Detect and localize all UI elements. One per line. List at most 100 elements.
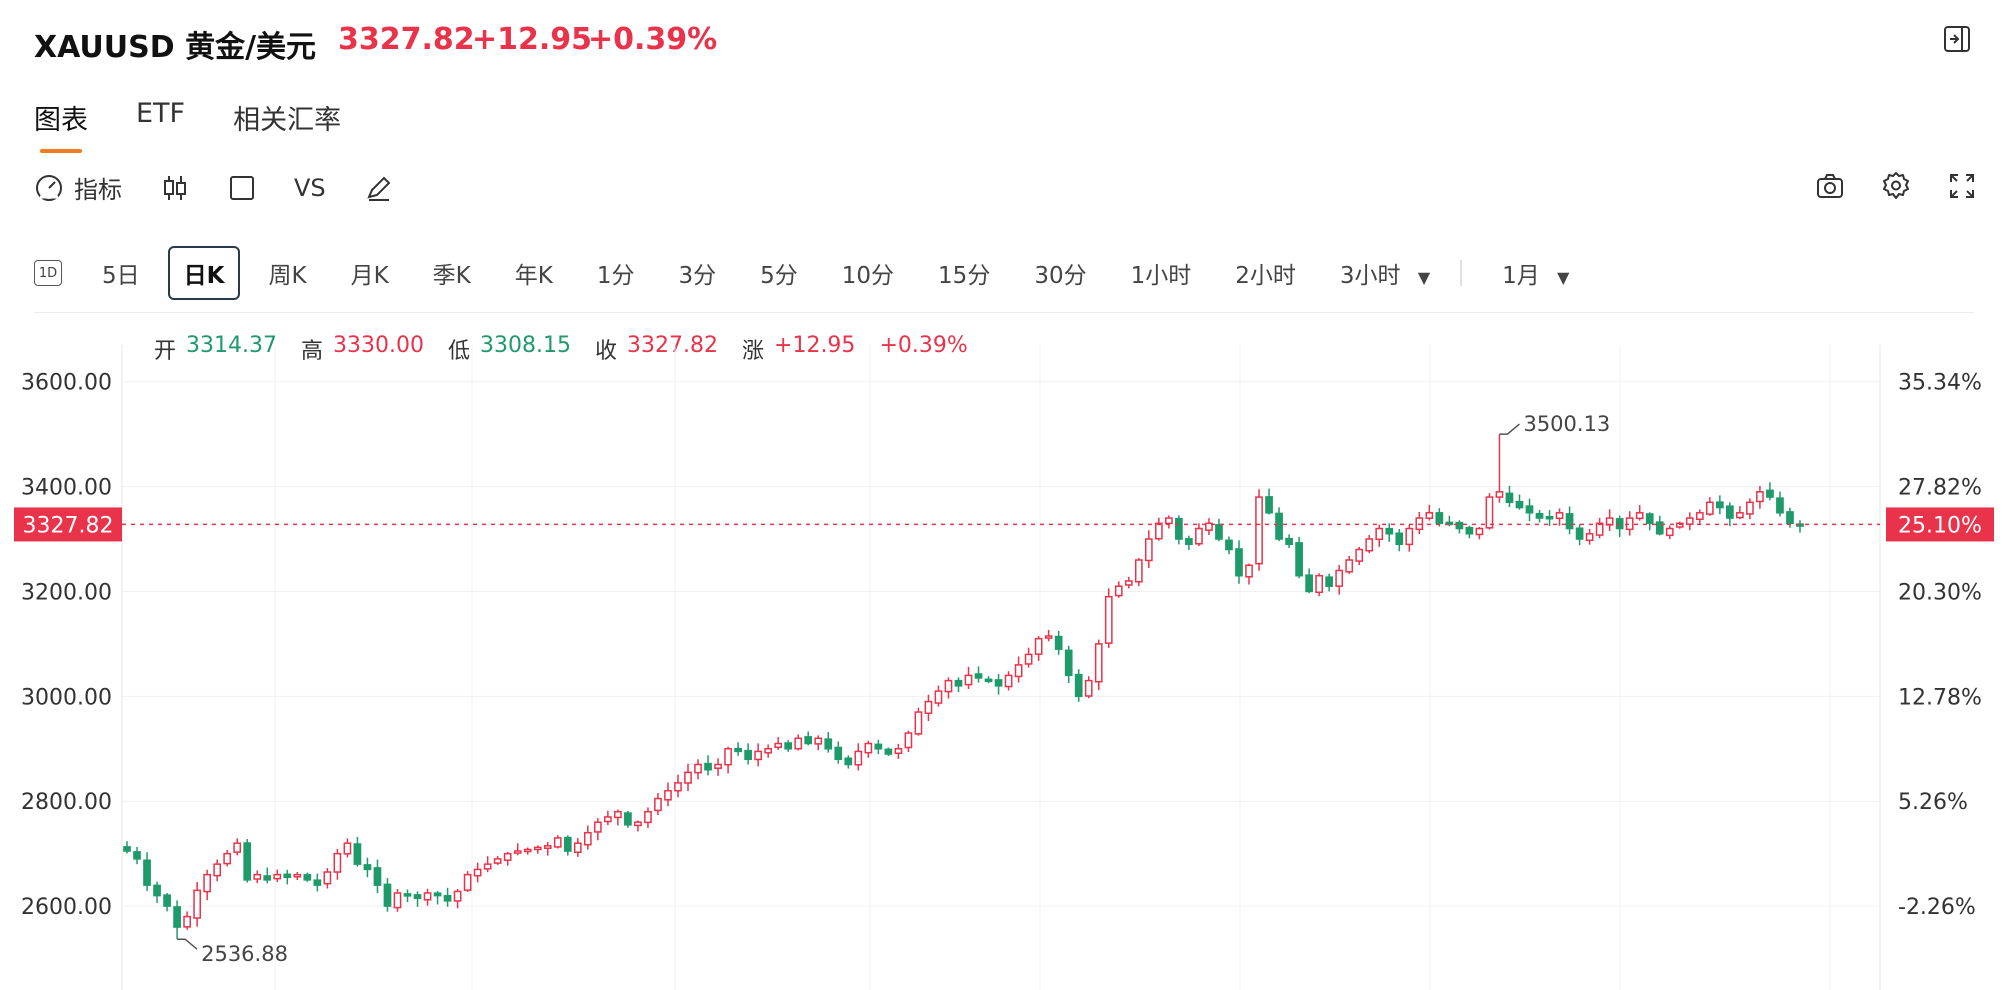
candle bbox=[1776, 497, 1784, 514]
min-leader-line bbox=[177, 938, 198, 950]
candle bbox=[1715, 501, 1724, 509]
period-monthly[interactable]: 月K bbox=[350, 263, 389, 289]
candle bbox=[784, 742, 793, 750]
candle bbox=[864, 742, 873, 754]
candle bbox=[1685, 517, 1694, 525]
period-15min[interactable]: 15分 bbox=[938, 263, 991, 289]
period-5d[interactable]: 5日 bbox=[102, 263, 140, 289]
collapse-panel-button[interactable] bbox=[1942, 24, 1972, 54]
candle bbox=[213, 863, 222, 877]
candle bbox=[263, 875, 272, 881]
candle bbox=[583, 831, 592, 846]
candle bbox=[1154, 522, 1163, 540]
candle bbox=[684, 771, 692, 784]
candle bbox=[573, 842, 582, 854]
period-10min[interactable]: 10分 bbox=[841, 263, 895, 289]
candle bbox=[1525, 505, 1534, 514]
candle bbox=[1385, 527, 1394, 535]
candle bbox=[1325, 576, 1334, 587]
candle bbox=[1786, 511, 1794, 525]
candle bbox=[353, 843, 362, 865]
candle bbox=[1245, 564, 1253, 578]
candle bbox=[1185, 538, 1193, 546]
collapse-panel-icon bbox=[1944, 26, 1970, 52]
current-pct-badge bbox=[1886, 507, 1994, 542]
compare-button[interactable]: VS bbox=[294, 173, 326, 202]
low-label: 低 bbox=[448, 339, 471, 364]
draw-button[interactable] bbox=[364, 173, 394, 203]
intraday-1d-button[interactable]: 1D bbox=[34, 260, 62, 286]
range-dropdown[interactable]: 1月 ▼ bbox=[1502, 248, 1569, 298]
candlestick-chart[interactable]: 3600.00 35.34% 3400.00 27.82% 3200.00 20.30% 3… bbox=[0, 340, 2002, 990]
period-3min[interactable]: 3分 bbox=[678, 263, 717, 289]
candle bbox=[273, 873, 282, 880]
candle bbox=[1134, 559, 1143, 583]
candle bbox=[1515, 500, 1524, 509]
close-label: 收 bbox=[595, 339, 618, 364]
candle bbox=[1175, 517, 1183, 540]
candle bbox=[363, 864, 372, 871]
y-axis-right-tick: 12.78% bbox=[1898, 685, 1982, 710]
candle bbox=[994, 679, 1003, 687]
candle bbox=[373, 867, 382, 886]
close-value: 3327.82 bbox=[627, 333, 718, 358]
candle bbox=[794, 737, 803, 750]
candle bbox=[593, 821, 602, 833]
candle bbox=[1405, 527, 1414, 546]
candle bbox=[1215, 524, 1223, 540]
candle bbox=[764, 748, 773, 754]
fullscreen-button[interactable] bbox=[1946, 170, 1978, 202]
current-price-badge-label: 3327.82 bbox=[23, 513, 114, 538]
candle bbox=[1595, 522, 1604, 536]
change-value: +12.95 bbox=[774, 333, 856, 358]
square-icon bbox=[230, 175, 254, 200]
chart-type-button[interactable] bbox=[160, 173, 190, 203]
period-1min[interactable]: 1分 bbox=[596, 263, 635, 289]
candle bbox=[894, 748, 903, 755]
change-label: 涨 bbox=[742, 339, 765, 364]
period-3h-dropdown[interactable]: 3小时 ▼ bbox=[1340, 248, 1430, 298]
screenshot-button[interactable] bbox=[1814, 170, 1846, 202]
period-5min[interactable]: 5分 bbox=[760, 263, 798, 289]
candle bbox=[634, 821, 642, 827]
candle bbox=[1445, 521, 1454, 526]
price-change-pct: +0.39% bbox=[588, 22, 718, 57]
candle bbox=[974, 673, 983, 679]
candle bbox=[1756, 491, 1764, 503]
candle bbox=[1535, 512, 1544, 519]
candle bbox=[303, 874, 312, 881]
candle bbox=[1766, 489, 1774, 498]
candle bbox=[313, 879, 322, 886]
candle bbox=[1205, 522, 1213, 531]
period-quarterly[interactable]: 季K bbox=[432, 263, 471, 289]
candle bbox=[614, 810, 622, 819]
candle bbox=[543, 845, 552, 849]
candle bbox=[1575, 527, 1584, 540]
candle bbox=[1425, 512, 1434, 519]
tab-chart[interactable]: 图表 bbox=[34, 98, 88, 153]
candle bbox=[423, 892, 432, 901]
period-weekly[interactable]: 周K bbox=[268, 263, 307, 289]
period-daily[interactable]: 日K bbox=[167, 246, 241, 300]
candle bbox=[383, 883, 392, 907]
divider bbox=[1460, 260, 1463, 286]
period-30min[interactable]: 30分 bbox=[1034, 263, 1087, 289]
candle bbox=[724, 748, 732, 766]
period-2h[interactable]: 2小时 bbox=[1235, 263, 1296, 289]
candle bbox=[1225, 539, 1233, 551]
period-yearly[interactable]: 年K bbox=[514, 263, 553, 289]
candle bbox=[243, 842, 252, 881]
period-1h[interactable]: 1小时 bbox=[1130, 263, 1192, 289]
shape-button[interactable] bbox=[228, 174, 256, 202]
min-price-label: 2536.88 bbox=[201, 942, 288, 966]
gear-icon bbox=[1883, 172, 1909, 199]
candle bbox=[704, 762, 712, 771]
tab-related-fx[interactable]: 相关汇率 bbox=[233, 105, 342, 136]
candle bbox=[854, 750, 863, 766]
candle bbox=[924, 700, 933, 714]
candle bbox=[884, 748, 893, 755]
settings-button[interactable] bbox=[1880, 170, 1912, 202]
indicator-button[interactable]: 指标 bbox=[34, 170, 122, 205]
tab-etf[interactable]: ETF bbox=[136, 98, 186, 129]
candle bbox=[1084, 679, 1093, 697]
